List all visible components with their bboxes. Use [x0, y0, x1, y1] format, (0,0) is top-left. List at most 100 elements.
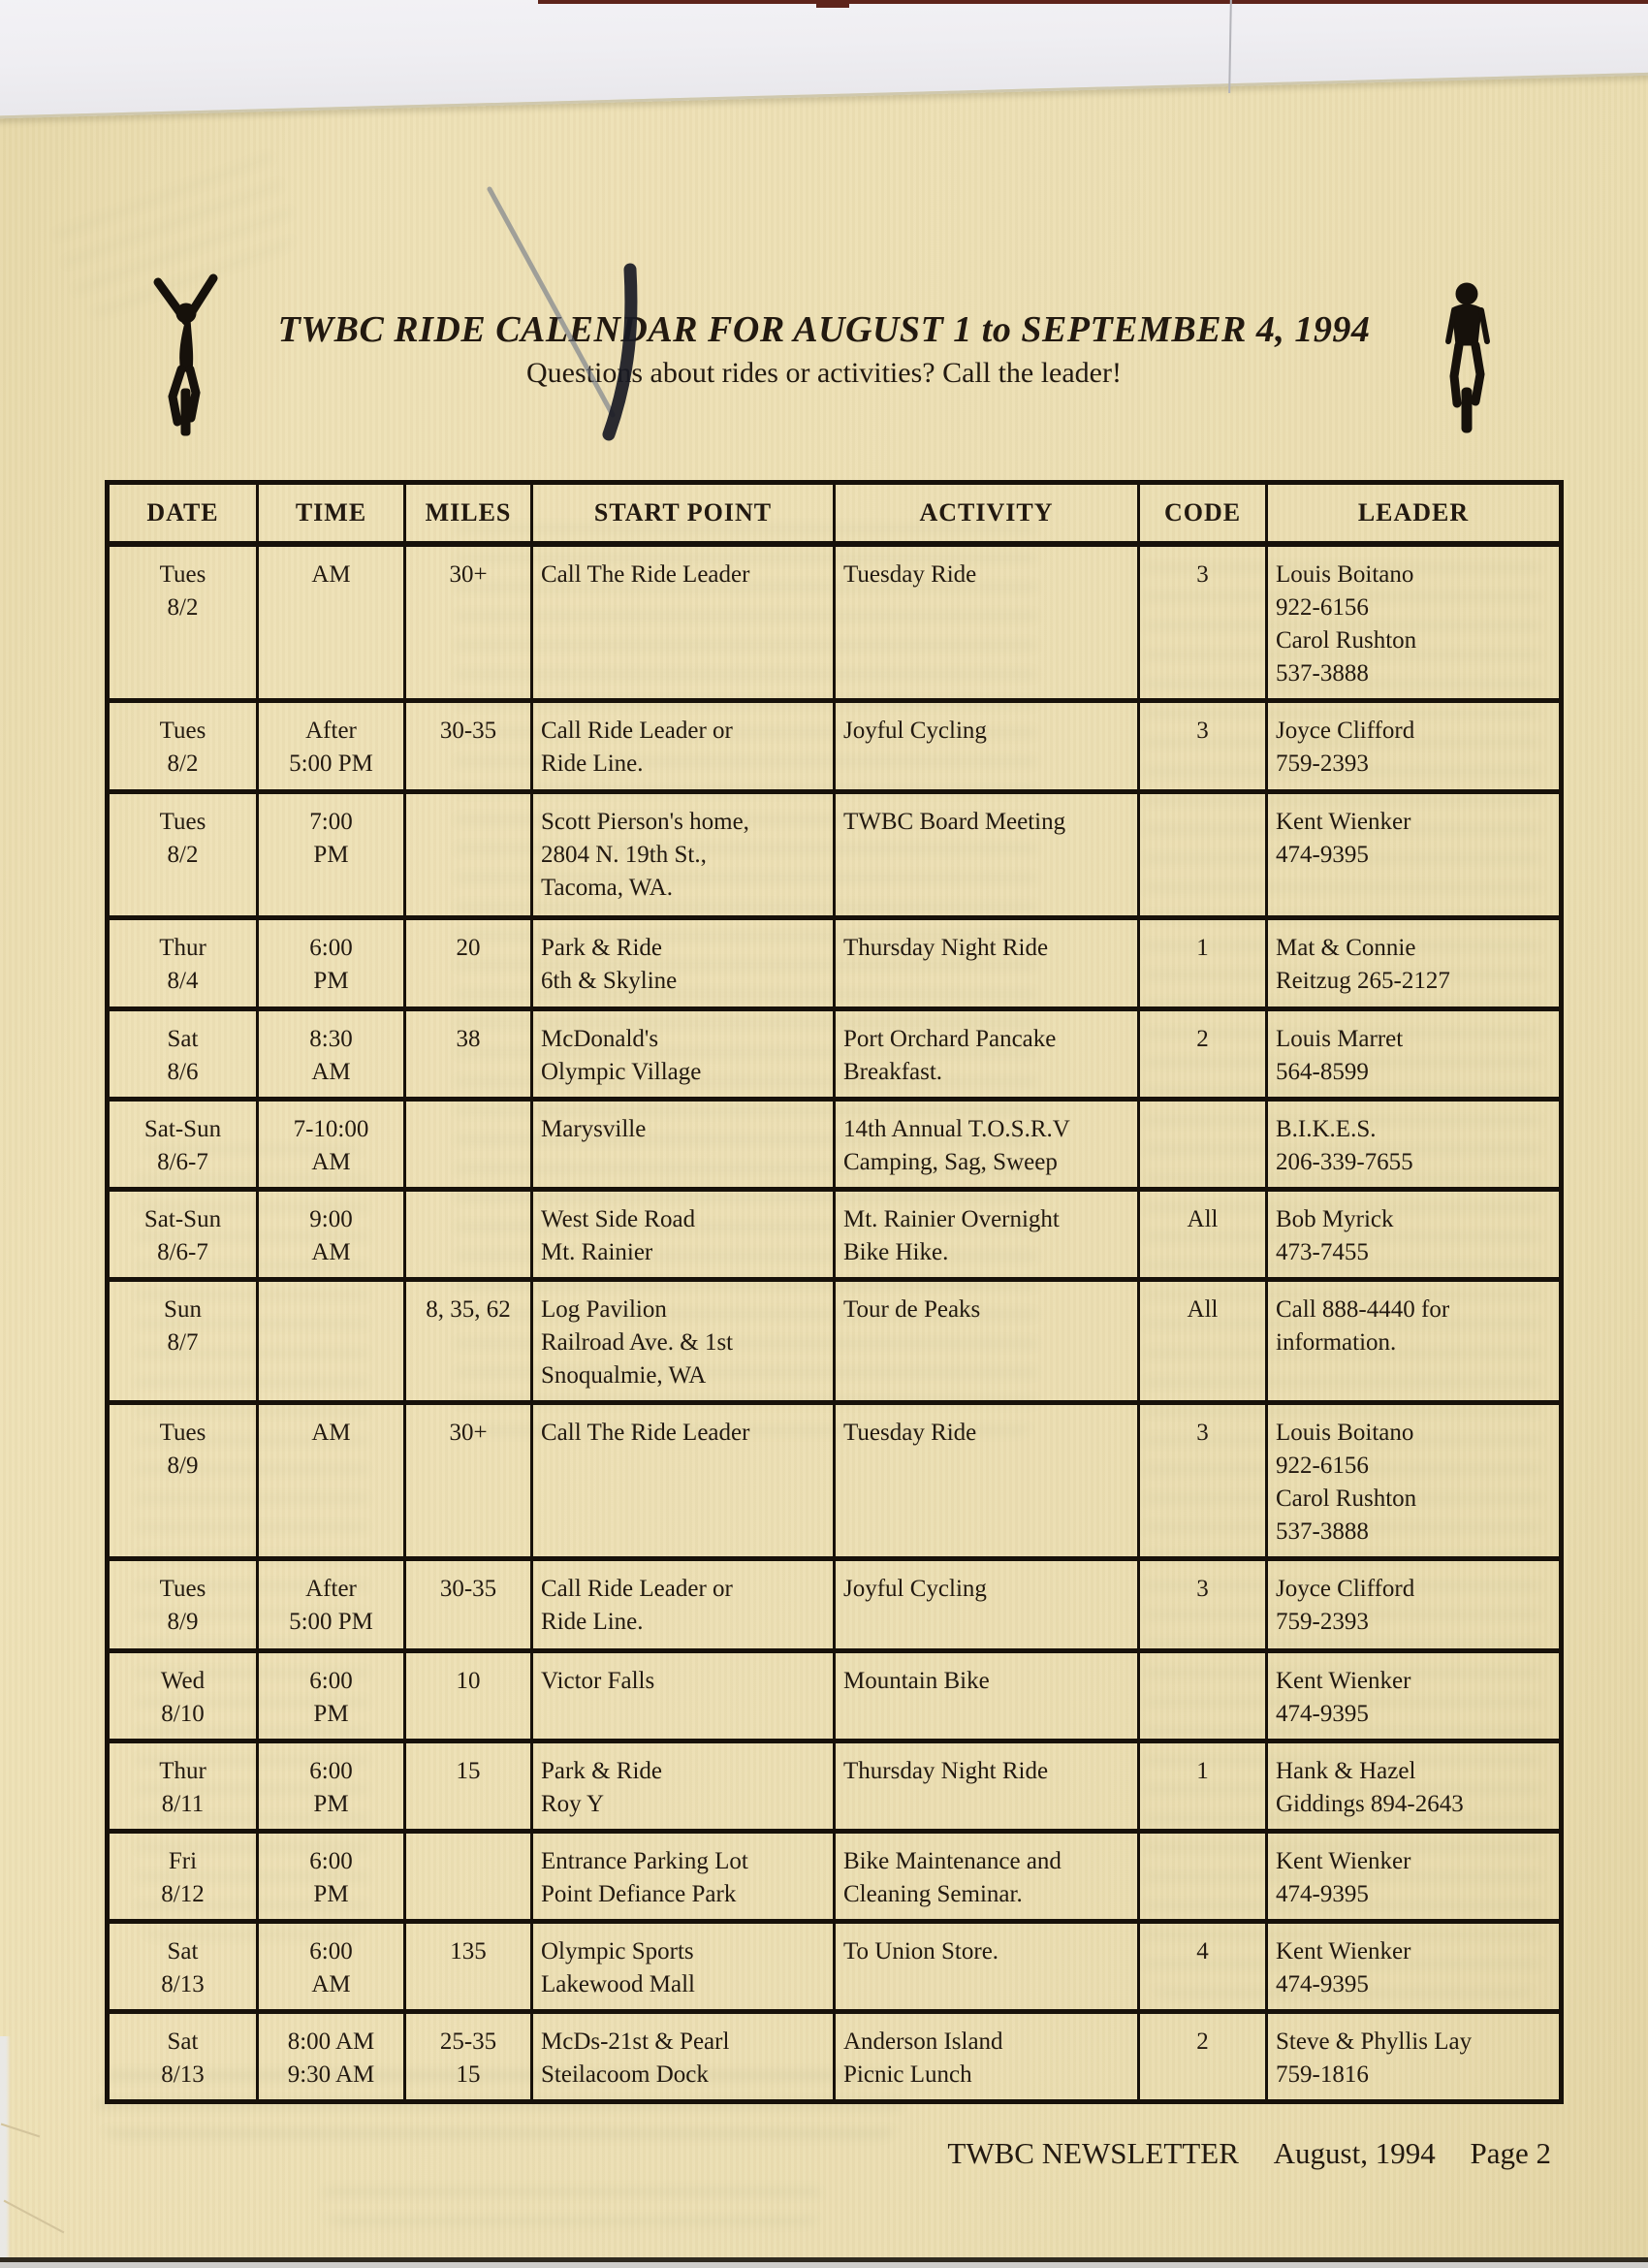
cell-line: Breakfast. [843, 1059, 943, 1085]
cell-activity: Thursday Night Ride [833, 1739, 1140, 1834]
footer-newsletter: TWBC NEWSLETTER [947, 2136, 1239, 2170]
cell-time: 9:00 AM [256, 1187, 406, 1282]
cell-start: Log Pavilion Railroad Ave. & 1st Snoqualmi… [530, 1277, 836, 1405]
cell-line: 922-6156 [1276, 594, 1369, 621]
cell-line: Log Pavilion [541, 1296, 667, 1323]
table-row: Thur 8/11 6:00 PM 15 Park & Ride Roy Y Thursday… [106, 1739, 1563, 1834]
cell-line: 6:00 [309, 1938, 353, 1965]
cell-line: McDs-21st & Pearl [541, 2028, 730, 2055]
cell-line: 5:00 PM [289, 751, 373, 777]
cell-date: Sat 8/13 [106, 2009, 259, 2104]
cell-line: Tuesday Ride [843, 561, 977, 588]
cell-code [1137, 789, 1268, 920]
cell-line: Thursday Night Ride [843, 1758, 1049, 1784]
cell-activity: To Union Store. [833, 1919, 1140, 2014]
cell-line: 8/12 [161, 1881, 205, 1907]
cell-line: 473-7455 [1276, 1239, 1369, 1265]
column-header-leader: LEADER [1265, 480, 1563, 547]
cell-line: Call Ride Leader or [541, 1576, 733, 1602]
cell-leader: Kent Wienker 474-9395 [1265, 1829, 1563, 1924]
cell-date: Sat-Sun 8/6-7 [106, 1097, 259, 1192]
cell-line: Ride Line. [541, 751, 644, 777]
cell-activity: Tuesday Ride [833, 541, 1140, 703]
cell-start: Call Ride Leader or Ride Line. [530, 1556, 836, 1653]
header-row: DATE TIME MILES START POINT ACTIVITY COD… [106, 480, 1563, 547]
cell-code [1137, 1829, 1268, 1924]
cell-miles: 30+ [403, 541, 533, 703]
cell-line: Point Defiance Park [541, 1881, 737, 1907]
cell-line: Port Orchard Pancake [843, 1026, 1057, 1052]
cell-line: AM [311, 1420, 351, 1446]
cell-start: Entrance Parking Lot Point Defiance Park [530, 1829, 836, 1924]
showthrough-ghost [320, 2182, 824, 2225]
cell-line: After [305, 718, 357, 744]
cell-line: Tuesday Ride [843, 1420, 977, 1446]
cell-line: AM [311, 561, 351, 588]
cell-line: Tacoma, WA. [541, 875, 673, 901]
cell-line: 8/4 [167, 968, 199, 994]
cell-date: Tues 8/2 [106, 789, 259, 920]
cell-line: Sat [167, 1938, 199, 1965]
cell-line: 9:30 AM [287, 2061, 375, 2088]
cell-line: 1 [1196, 935, 1209, 961]
cell-line: Kent Wienker [1276, 809, 1411, 835]
cell-line: 474-9395 [1276, 1971, 1369, 1997]
cell-leader: Kent Wienker 474-9395 [1265, 789, 1563, 920]
cell-line: Joyce Clifford [1276, 718, 1415, 744]
cell-line: Roy Y [541, 1791, 605, 1817]
cell-time: 6:00 PM [256, 1648, 406, 1743]
cell-line: 3 [1196, 1576, 1209, 1602]
page-footer: TWBC NEWSLETTER August, 1994 Page 2 [0, 2136, 1551, 2171]
cell-line: 30+ [449, 561, 488, 588]
corner-fold-line [3, 2199, 65, 2234]
cell-line: 15 [456, 2061, 481, 2088]
cell-activity: Joyful Cycling [833, 698, 1140, 794]
table-row: Thur 8/4 6:00 PM 20 Park & Ride 6th & Skyline T… [106, 915, 1563, 1011]
cell-start: West Side Road Mt. Rainier [530, 1187, 836, 1282]
column-header-time: TIME [256, 480, 406, 547]
cell-line: 6:00 [309, 935, 353, 961]
footer-page-number: Page 2 [1470, 2136, 1551, 2170]
cell-line: 9:00 [309, 1206, 353, 1232]
cell-line: Sat [167, 1026, 199, 1052]
cell-time: After 5:00 PM [256, 1556, 406, 1653]
cell-line: Olympic Sports [541, 1938, 694, 1965]
cell-line: Joyful Cycling [843, 1576, 987, 1602]
cell-line: 7:00 [309, 809, 353, 835]
cell-leader: Louis Marret 564-8599 [1265, 1006, 1563, 1102]
cell-line: 8/6-7 [157, 1149, 208, 1175]
cell-code: 3 [1137, 698, 1268, 794]
cell-leader: Bob Myrick 473-7455 [1265, 1187, 1563, 1282]
ride-calendar-table: DATE TIME MILES START POINT ACTIVITY COD… [105, 480, 1564, 2104]
cell-date: Sat 8/13 [106, 1919, 259, 2014]
scanner-background-strip [0, 0, 1648, 119]
cell-line: 30-35 [439, 718, 497, 744]
cell-line: Call Ride Leader or [541, 718, 733, 744]
cell-line: Kent Wienker [1276, 1938, 1411, 1965]
cell-date: Fri 8/12 [106, 1829, 259, 1924]
cell-start: McDonald's Olympic Village [530, 1006, 836, 1102]
cell-miles: 10 [403, 1648, 533, 1743]
cell-leader: Kent Wienker 474-9395 [1265, 1919, 1563, 2014]
cell-start: Scott Pierson's home, 2804 N. 19th St., Ta… [530, 789, 836, 920]
cell-line: Thursday Night Ride [843, 935, 1049, 961]
cell-line: Thur [159, 1758, 206, 1784]
cell-line: TWBC Board Meeting [843, 809, 1066, 835]
cell-line: Anderson Island [843, 2028, 1003, 2055]
cell-line: Louis Marret [1276, 1026, 1404, 1052]
cell-line: Call The Ride Leader [541, 1420, 750, 1446]
cell-line: 20 [456, 935, 481, 961]
cell-line: Carol Rushton [1276, 627, 1417, 654]
cell-line: 4 [1196, 1938, 1209, 1965]
cell-line: Sun [164, 1296, 202, 1323]
cell-date: Tues 8/2 [106, 541, 259, 703]
cell-line: 8:30 [309, 1026, 353, 1052]
table-row: Fri 8/12 6:00 PM Entrance Parking Lot Point D… [106, 1829, 1563, 1924]
cell-line: Ride Line. [541, 1609, 644, 1635]
cell-line: Tour de Peaks [843, 1296, 981, 1323]
footer-date: August, 1994 [1273, 2136, 1436, 2170]
cell-line: Entrance Parking Lot [541, 1848, 748, 1874]
cell-line: 6th & Skyline [541, 968, 678, 994]
cell-line: 922-6156 [1276, 1453, 1369, 1479]
table-row: Sat 8/13 6:00 AM 135 Olympic Sports Lakewood M… [106, 1919, 1563, 2014]
